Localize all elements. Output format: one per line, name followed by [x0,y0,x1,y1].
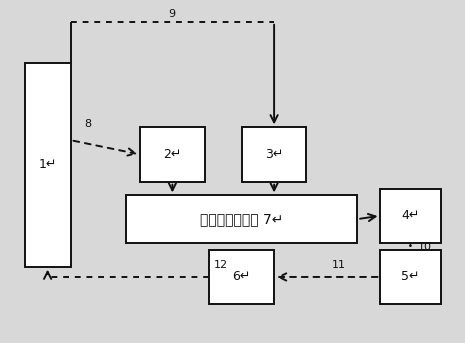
Text: 5↵: 5↵ [401,271,420,283]
Text: 6↵: 6↵ [232,271,251,283]
Text: 9: 9 [168,9,175,19]
Text: 10: 10 [418,242,432,252]
FancyBboxPatch shape [380,189,440,243]
FancyBboxPatch shape [140,127,205,182]
Text: 1↵: 1↵ [39,158,57,171]
Text: 2↵: 2↵ [163,148,182,161]
FancyBboxPatch shape [242,127,306,182]
FancyBboxPatch shape [126,195,357,243]
Text: 4↵: 4↵ [401,209,419,222]
Text: 11: 11 [332,260,346,271]
FancyBboxPatch shape [25,63,71,267]
FancyBboxPatch shape [209,250,274,304]
Text: 被测薄壁结构件 7↵: 被测薄壁结构件 7↵ [200,212,284,226]
Text: 3↵: 3↵ [265,148,283,161]
Text: 12: 12 [214,260,228,271]
Text: 8: 8 [85,119,92,129]
FancyBboxPatch shape [380,250,440,304]
